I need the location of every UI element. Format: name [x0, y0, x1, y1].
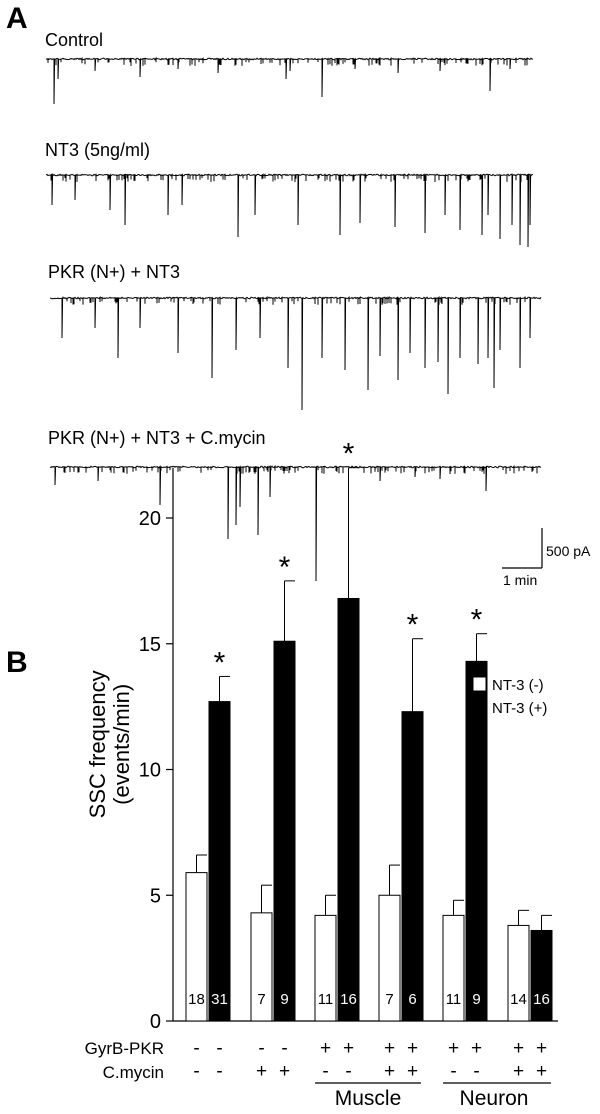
group-label-neuron: Neuron — [460, 1087, 529, 1110]
n-label: 18 — [188, 991, 205, 1008]
cmycin-sign-minus-bar: + — [384, 1061, 395, 1082]
n-label: 11 — [318, 991, 334, 1008]
row-label-cmycin: C.mycin — [103, 1063, 164, 1082]
bar-minus — [185, 872, 208, 1022]
legend-label-minus: NT-3 (-) — [492, 677, 544, 694]
significance-star: * — [279, 551, 291, 584]
y-tick-label: 15 — [139, 634, 161, 656]
n-label: 16 — [340, 991, 357, 1008]
n-label: 9 — [280, 991, 288, 1008]
gyrb-sign-plus-bar: - — [216, 1038, 222, 1059]
significance-star: * — [214, 646, 226, 679]
gyrb-sign-plus-bar: + — [343, 1038, 354, 1059]
bar-plus — [530, 929, 553, 1022]
scale-bar — [502, 528, 543, 569]
bar-minus — [314, 914, 337, 1022]
gyrb-sign-plus-bar: + — [536, 1038, 547, 1059]
cmycin-sign-plus-bar: + — [407, 1061, 418, 1082]
gyrb-sign-plus-bar: - — [281, 1038, 287, 1059]
cmycin-sign-minus-bar: + — [256, 1061, 267, 1082]
bar-plus — [208, 701, 231, 1022]
bar-minus — [507, 924, 530, 1022]
gyrb-sign-minus-bar: - — [193, 1038, 199, 1059]
cmycin-sign-minus-bar: + — [513, 1061, 524, 1082]
cmycin-sign-plus-bar: - — [345, 1061, 351, 1082]
significance-star: * — [407, 609, 419, 642]
trace-label-control: Control — [45, 30, 104, 50]
y-axis-label-line1: SSC frequency — [85, 670, 110, 818]
significance-star: * — [471, 604, 483, 637]
gyrb-sign-minus-bar: - — [258, 1038, 264, 1059]
y-tick-label: 20 — [139, 508, 161, 530]
gyrb-sign-plus-bar: + — [407, 1038, 418, 1059]
n-label: 31 — [211, 991, 228, 1008]
y-tick-label: 0 — [150, 1011, 161, 1033]
bar-minus — [442, 914, 465, 1022]
row-label-gyrb: GyrB-PKR — [85, 1039, 164, 1058]
cmycin-sign-minus-bar: - — [322, 1061, 328, 1082]
cmycin-sign-plus-bar: - — [216, 1061, 222, 1082]
n-label: 7 — [257, 991, 265, 1008]
bar-plus — [465, 660, 488, 1022]
y-axis-label-line2: (events/min) — [109, 684, 134, 805]
trace-label-pkr-nt3: PKR (N+) + NT3 — [48, 262, 181, 282]
scale-amplitude-label: 500 pA — [546, 543, 591, 559]
cmycin-sign-plus-bar: + — [279, 1061, 290, 1082]
bar-minus — [250, 912, 273, 1022]
gyrb-sign-plus-bar: + — [471, 1038, 482, 1059]
n-label: 6 — [408, 991, 416, 1008]
trace-pkr-nt3 — [49, 295, 542, 411]
trace-nt3 — [45, 173, 534, 248]
panel-b-letter: B — [6, 646, 28, 679]
n-label: 11 — [446, 991, 462, 1008]
n-label: 14 — [510, 991, 527, 1008]
cmycin-sign-plus-bar: - — [473, 1061, 479, 1082]
trace-pkr-nt3-cmycin — [49, 464, 542, 582]
significance-star: * — [343, 438, 355, 471]
gyrb-sign-minus-bar: + — [513, 1038, 524, 1059]
gyrb-sign-minus-bar: + — [384, 1038, 395, 1059]
trace-control — [45, 56, 534, 105]
bar-plus — [337, 597, 360, 1022]
y-tick-label: 5 — [150, 885, 161, 907]
legend-swatch-minus — [472, 676, 487, 692]
legend-label-plus: NT-3 (+) — [492, 700, 547, 717]
trace-label-pkr-nt3-cmycin: PKR (N+) + NT3 + C.mycin — [48, 428, 266, 448]
bar-plus — [273, 640, 296, 1022]
group-label-muscle: Muscle — [335, 1087, 402, 1110]
n-label: 9 — [472, 991, 480, 1008]
gyrb-sign-minus-bar: + — [448, 1038, 459, 1059]
y-tick-label: 10 — [139, 760, 161, 782]
gyrb-sign-minus-bar: + — [320, 1038, 331, 1059]
panel-a-letter: A — [6, 2, 28, 35]
current-traces — [45, 56, 542, 582]
scale-time-label: 1 min — [503, 572, 538, 588]
trace-label-nt3: NT3 (5ng/ml) — [45, 140, 151, 160]
cmycin-sign-minus-bar: - — [450, 1061, 456, 1082]
n-label: 16 — [533, 991, 550, 1008]
cmycin-sign-minus-bar: - — [193, 1061, 199, 1082]
legend-swatch-plus — [472, 699, 487, 715]
bar-minus — [378, 894, 401, 1022]
bar-plus — [401, 711, 424, 1022]
cmycin-sign-plus-bar: + — [536, 1061, 547, 1082]
n-label: 7 — [385, 991, 393, 1008]
